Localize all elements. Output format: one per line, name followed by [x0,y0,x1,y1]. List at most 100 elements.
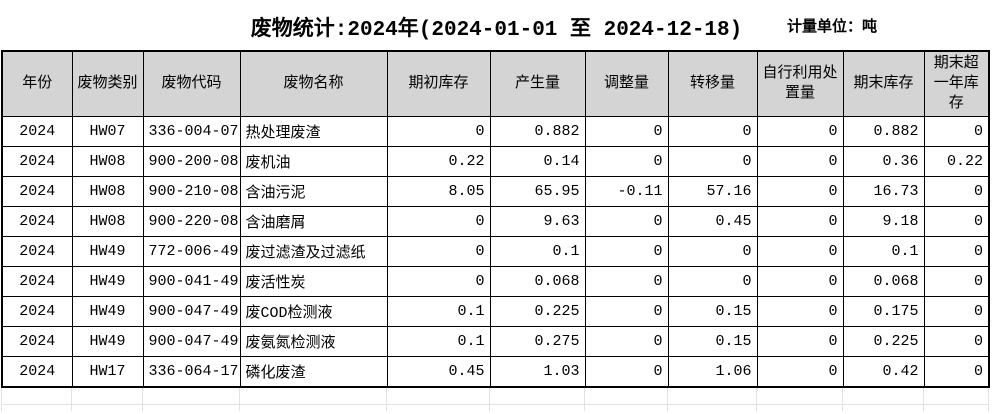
cell-waste-code[interactable]: 900-200-08 [142,146,241,177]
cell-waste-code[interactable]: 772-006-49 [142,236,241,267]
cell-generated-amount[interactable]: 0.225 [489,296,586,327]
cell-over-one-year-stock[interactable]: 0 [923,296,990,327]
cell-transferred-amount[interactable]: 1.06 [667,356,758,388]
cell-ending-stock[interactable]: 0.42 [842,356,925,388]
empty-cell[interactable] [239,388,387,405]
cell-adjusted-amount[interactable]: 0 [584,296,669,327]
cell-generated-amount[interactable]: 0.1 [489,236,586,267]
col-header-transferred-amount[interactable]: 转移量 [667,50,758,117]
cell-ending-stock[interactable]: 0.175 [842,296,925,327]
cell-year[interactable]: 2024 [1,176,73,207]
empty-cell[interactable] [142,388,240,405]
empty-cell[interactable] [386,404,490,411]
cell-adjusted-amount[interactable]: 0 [584,356,669,388]
cell-transferred-amount[interactable]: 0.15 [667,326,758,357]
cell-over-one-year-stock[interactable]: 0 [923,266,990,297]
cell-waste-code[interactable]: 900-041-49 [142,266,241,297]
cell-over-one-year-stock[interactable]: 0 [923,326,990,357]
cell-generated-amount[interactable]: 0.068 [489,266,586,297]
cell-transferred-amount[interactable]: 57.16 [667,176,758,207]
cell-waste-code[interactable]: 336-064-17 [142,356,241,388]
col-header-generated-amount[interactable]: 产生量 [489,50,586,117]
cell-year[interactable]: 2024 [1,326,73,357]
empty-cell[interactable] [71,404,143,411]
col-header-year[interactable]: 年份 [1,50,73,117]
cell-transferred-amount[interactable]: 0.45 [667,206,758,237]
empty-cell[interactable] [1,388,72,405]
cell-waste-category[interactable]: HW17 [71,356,144,388]
cell-year[interactable]: 2024 [1,116,73,147]
cell-waste-name[interactable]: 含油污泥 [239,176,388,207]
cell-transferred-amount[interactable]: 0 [667,266,758,297]
cell-ending-stock[interactable]: 9.18 [842,206,925,237]
cell-waste-code[interactable]: 900-047-49 [142,296,241,327]
cell-waste-name[interactable]: 废机油 [239,146,388,177]
col-header-ending-stock[interactable]: 期末库存 [842,50,925,117]
cell-self-disposal-amount[interactable]: 0 [756,146,844,177]
cell-self-disposal-amount[interactable]: 0 [756,266,844,297]
cell-self-disposal-amount[interactable]: 0 [756,206,844,237]
col-header-waste-category[interactable]: 废物类别 [71,50,144,117]
cell-adjusted-amount[interactable]: 0 [584,326,669,357]
cell-waste-name[interactable]: 废活性炭 [239,266,388,297]
cell-opening-stock[interactable]: 8.05 [386,176,491,207]
cell-waste-name[interactable]: 废COD检测液 [239,296,388,327]
empty-cell[interactable] [71,388,143,405]
cell-year[interactable]: 2024 [1,266,73,297]
cell-over-one-year-stock[interactable]: 0.22 [923,146,990,177]
cell-year[interactable]: 2024 [1,356,73,388]
cell-over-one-year-stock[interactable]: 0 [923,206,990,237]
col-header-self-disposal-amount[interactable]: 自行利用处置量 [756,50,844,117]
cell-year[interactable]: 2024 [1,296,73,327]
cell-waste-category[interactable]: HW08 [71,146,144,177]
cell-waste-name[interactable]: 热处理废渣 [239,116,388,147]
empty-cell[interactable] [142,404,240,411]
cell-adjusted-amount[interactable]: 0 [584,146,669,177]
cell-adjusted-amount[interactable]: 0 [584,116,669,147]
cell-year[interactable]: 2024 [1,146,73,177]
cell-waste-category[interactable]: HW49 [71,236,144,267]
cell-ending-stock[interactable]: 0.068 [842,266,925,297]
cell-waste-name[interactable]: 含油磨屑 [239,206,388,237]
cell-generated-amount[interactable]: 0.275 [489,326,586,357]
cell-ending-stock[interactable]: 0.36 [842,146,925,177]
cell-over-one-year-stock[interactable]: 0 [923,356,990,388]
cell-opening-stock[interactable]: 0 [386,116,491,147]
col-header-adjusted-amount[interactable]: 调整量 [584,50,669,117]
empty-cell[interactable] [756,404,843,411]
cell-opening-stock[interactable]: 0 [386,206,491,237]
cell-waste-category[interactable]: HW49 [71,326,144,357]
col-header-opening-stock[interactable]: 期初库存 [386,50,491,117]
cell-ending-stock[interactable]: 0.1 [842,236,925,267]
cell-over-one-year-stock[interactable]: 0 [923,236,990,267]
cell-waste-category[interactable]: HW08 [71,206,144,237]
cell-opening-stock[interactable]: 0.45 [386,356,491,388]
empty-cell[interactable] [1,404,72,411]
cell-self-disposal-amount[interactable]: 0 [756,176,844,207]
empty-cell[interactable] [667,388,757,405]
cell-ending-stock[interactable]: 16.73 [842,176,925,207]
cell-waste-code[interactable]: 900-210-08 [142,176,241,207]
cell-generated-amount[interactable]: 1.03 [489,356,586,388]
cell-waste-code[interactable]: 900-220-08 [142,206,241,237]
empty-cell[interactable] [584,404,668,411]
empty-cell[interactable] [756,388,843,405]
cell-waste-name[interactable]: 废过滤渣及过滤纸 [239,236,388,267]
cell-adjusted-amount[interactable]: -0.11 [584,176,669,207]
cell-generated-amount[interactable]: 0.882 [489,116,586,147]
cell-over-one-year-stock[interactable]: 0 [923,176,990,207]
cell-self-disposal-amount[interactable]: 0 [756,326,844,357]
col-header-over-one-year-stock[interactable]: 期末超一年库存 [923,50,990,117]
cell-adjusted-amount[interactable]: 0 [584,236,669,267]
cell-opening-stock[interactable]: 0.22 [386,146,491,177]
cell-self-disposal-amount[interactable]: 0 [756,296,844,327]
cell-self-disposal-amount[interactable]: 0 [756,116,844,147]
cell-opening-stock[interactable]: 0 [386,236,491,267]
empty-cell[interactable] [386,388,490,405]
empty-cell[interactable] [842,388,924,405]
cell-waste-code[interactable]: 900-047-49 [142,326,241,357]
col-header-waste-code[interactable]: 废物代码 [142,50,241,117]
cell-waste-name[interactable]: 磷化废渣 [239,356,388,388]
cell-waste-category[interactable]: HW08 [71,176,144,207]
empty-cell[interactable] [584,388,668,405]
